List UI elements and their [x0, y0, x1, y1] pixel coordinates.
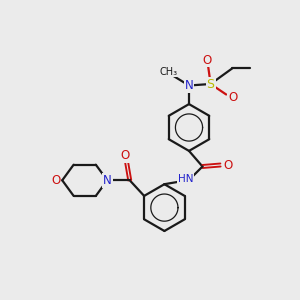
- Text: CH₃: CH₃: [160, 67, 178, 77]
- Text: O: O: [202, 53, 211, 67]
- Text: O: O: [51, 174, 60, 187]
- Text: O: O: [224, 158, 232, 172]
- Text: N: N: [184, 79, 194, 92]
- Text: S: S: [207, 77, 214, 91]
- Text: O: O: [121, 149, 130, 162]
- Text: O: O: [228, 91, 237, 104]
- Text: HN: HN: [178, 174, 193, 184]
- Text: N: N: [103, 174, 112, 187]
